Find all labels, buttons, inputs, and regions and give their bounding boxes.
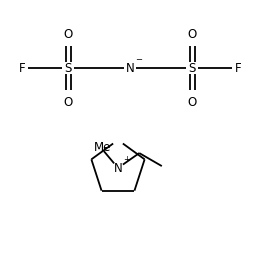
- Text: N: N: [126, 62, 134, 74]
- Text: −: −: [135, 55, 142, 64]
- Text: +: +: [123, 155, 130, 164]
- Text: O: O: [63, 28, 73, 41]
- Text: Me: Me: [94, 141, 111, 154]
- Text: O: O: [187, 95, 197, 109]
- Text: S: S: [188, 62, 196, 74]
- Text: O: O: [187, 28, 197, 41]
- Text: S: S: [64, 62, 72, 74]
- Text: F: F: [235, 62, 241, 74]
- Text: O: O: [63, 95, 73, 109]
- Text: F: F: [19, 62, 25, 74]
- Text: N: N: [114, 161, 122, 174]
